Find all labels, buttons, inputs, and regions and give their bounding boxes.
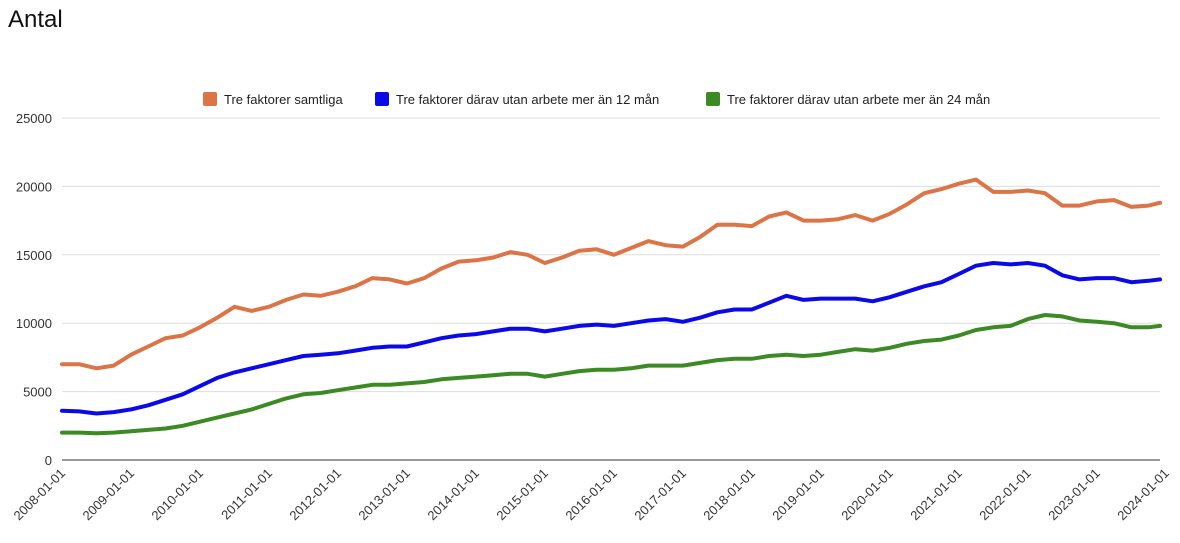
x-tick-label: 2017-01-01 xyxy=(631,466,689,524)
x-axis-ticks: 2008-01-01 2009-01-01 2010-01-01 2011-01-01… xyxy=(10,466,1171,524)
series-line-1 xyxy=(60,177,1162,371)
legend-label-3: Tre faktorer därav utan arbete mer än 24… xyxy=(727,92,990,107)
x-tick-label: 2023-01-01 xyxy=(1045,466,1103,524)
y-tick-label: 25000 xyxy=(16,111,52,126)
x-tick-label: 2024-01-01 xyxy=(1114,466,1172,524)
y-tick-label: 20000 xyxy=(16,179,52,194)
x-tick-label: 2009-01-01 xyxy=(79,466,137,524)
x-tick-label: 2018-01-01 xyxy=(700,466,758,524)
x-tick-label: 2014-01-01 xyxy=(424,466,482,524)
x-tick-label: 2021-01-01 xyxy=(907,466,965,524)
x-tick-label: 2015-01-01 xyxy=(493,466,551,524)
x-tick-label: 2010-01-01 xyxy=(148,466,206,524)
x-tick-label: 2013-01-01 xyxy=(355,466,413,524)
legend-swatch-2 xyxy=(375,92,389,106)
page-title: Antal xyxy=(8,6,63,33)
legend: Tre faktorer samtliga Tre faktorer därav … xyxy=(203,92,990,107)
y-tick-label: 0 xyxy=(45,453,52,468)
series-line-3 xyxy=(60,313,1162,436)
x-tick-label: 2016-01-01 xyxy=(562,466,620,524)
x-tick-label: 2008-01-01 xyxy=(10,466,68,524)
series-line-2 xyxy=(60,261,1162,416)
y-tick-label: 5000 xyxy=(23,385,52,400)
series-lines xyxy=(60,177,1162,436)
legend-label-2: Tre faktorer därav utan arbete mer än 12… xyxy=(396,92,659,107)
x-tick-label: 2011-01-01 xyxy=(218,466,275,523)
x-tick-label: 2022-01-01 xyxy=(976,466,1034,524)
legend-label-1: Tre faktorer samtliga xyxy=(224,92,343,107)
x-tick-label: 2020-01-01 xyxy=(838,466,896,524)
gridlines xyxy=(62,117,1160,461)
x-tick-label: 2012-01-01 xyxy=(286,466,344,524)
y-tick-label: 15000 xyxy=(16,248,52,263)
y-tick-label: 10000 xyxy=(16,316,52,331)
legend-swatch-3 xyxy=(706,92,720,106)
legend-swatch-1 xyxy=(203,92,217,106)
x-tick-label: 2019-01-01 xyxy=(769,466,827,524)
y-axis-ticks: 0 5000 10000 15000 20000 25000 xyxy=(16,111,52,468)
